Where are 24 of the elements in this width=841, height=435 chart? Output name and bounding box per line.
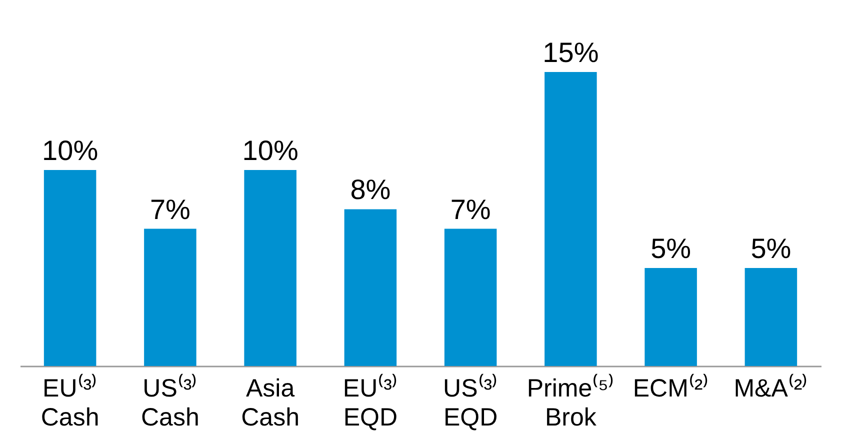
x-tick-label: Asia Cash <box>241 374 300 432</box>
bar <box>544 72 597 366</box>
bar <box>644 268 697 366</box>
x-tick-label: M&A⁽²⁾ <box>734 374 808 402</box>
x-tick-label: Prime⁽⁵⁾ Brok <box>526 374 615 432</box>
bar <box>444 228 497 366</box>
x-tick-label: EU⁽³⁾ Cash <box>40 374 100 432</box>
data-label: 5% <box>650 233 692 264</box>
data-label: 8% <box>350 174 391 206</box>
x-tick-label: US⁽³⁾ EQD <box>443 374 498 432</box>
bar <box>44 170 96 366</box>
bar <box>244 170 296 366</box>
x-tick-label: ECM⁽²⁾ <box>632 374 709 402</box>
data-label: 7% <box>450 194 491 225</box>
data-label: 7% <box>150 194 190 225</box>
bar <box>144 228 196 366</box>
data-label: 15% <box>542 37 599 68</box>
x-tick-label: EU⁽³⁾ EQD <box>342 374 398 432</box>
data-label: 10% <box>42 135 98 166</box>
bar <box>344 209 397 366</box>
x-tick-label: US⁽³⁾ Cash <box>141 374 200 432</box>
data-label: 5% <box>750 233 792 264</box>
data-label: 10% <box>242 135 298 166</box>
bar <box>744 268 798 366</box>
